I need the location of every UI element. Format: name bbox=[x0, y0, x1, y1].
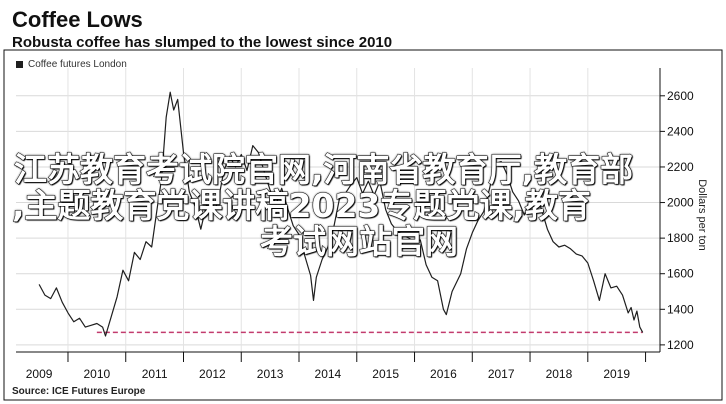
y-axis-label: Dollars per ton bbox=[696, 179, 708, 251]
x-tick-label: 2015 bbox=[372, 367, 399, 381]
y-tick-label: 1200 bbox=[667, 338, 694, 352]
y-tick-label: 1600 bbox=[667, 267, 694, 281]
gridlines bbox=[16, 68, 660, 352]
chart-title: Coffee Lows bbox=[12, 7, 143, 32]
y-tick-label: 2000 bbox=[667, 196, 694, 210]
axes bbox=[3, 49, 723, 401]
y-tick-labels: 1200 1400 1600 1800 2000 2200 2400 2600 bbox=[667, 89, 694, 352]
x-tick-label: 2018 bbox=[546, 367, 573, 381]
source-note: Source: ICE Futures Europe bbox=[12, 386, 146, 397]
x-tick-label: 2014 bbox=[315, 367, 342, 381]
x-tick-label: 2011 bbox=[142, 367, 168, 381]
legend-label: Coffee futures London bbox=[28, 59, 127, 70]
x-tick-label: 2013 bbox=[257, 367, 284, 381]
x-tick-label: 2010 bbox=[84, 367, 111, 381]
x-tick-labels: 2009 2010 2011 2012 2013 2014 2015 2016 2017 2018… bbox=[26, 367, 631, 381]
chart-frame bbox=[3, 49, 723, 401]
y-tick-label: 1400 bbox=[667, 302, 694, 316]
series-lines bbox=[38, 91, 644, 337]
chart-legend: Coffee futures London bbox=[16, 59, 127, 70]
chart-subtitle: Robusta coffee has slumped to the lowest… bbox=[12, 34, 393, 51]
y-tick-label: 1800 bbox=[667, 231, 694, 245]
x-tick-label: 2012 bbox=[199, 367, 226, 381]
x-tick-label: 2019 bbox=[603, 367, 630, 381]
series-line bbox=[38, 91, 644, 337]
x-tick-label: 2017 bbox=[488, 367, 515, 381]
x-tick-label: 2016 bbox=[430, 367, 457, 381]
y-tick-label: 2200 bbox=[667, 160, 694, 174]
y-tick-label: 2400 bbox=[667, 124, 694, 138]
x-tick-label: 2009 bbox=[26, 367, 53, 381]
legend-swatch bbox=[16, 61, 23, 68]
y-tick-label: 2600 bbox=[667, 89, 694, 103]
